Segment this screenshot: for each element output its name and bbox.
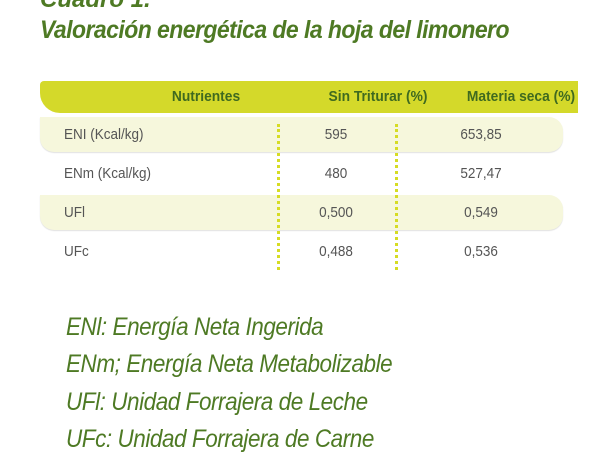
- table-row: ENI (Kcal/kg) 595 653,85: [40, 117, 563, 152]
- row-materia-seca: 0,536: [464, 243, 498, 260]
- row-nutrient: UFl: [64, 204, 85, 221]
- row-sin-triturar: 480: [324, 165, 348, 182]
- column-divider: [395, 124, 398, 270]
- legend-item: UFl: Unidad Forrajera de Leche: [66, 388, 368, 416]
- row-nutrient: ENI (Kcal/kg): [64, 126, 144, 143]
- header-nutrientes: Nutrientes: [171, 88, 241, 105]
- table-row: UFl 0,500 0,549: [40, 195, 563, 230]
- header-materia-seca: Materia seca (%): [466, 88, 576, 105]
- row-sin-triturar: 595: [324, 126, 348, 143]
- table-title: Valoración energética de la hoja del lim…: [40, 16, 510, 44]
- row-materia-seca: 527,47: [460, 165, 502, 182]
- row-nutrient: UFc: [64, 243, 89, 260]
- header-sin-triturar: Sin Triturar (%): [328, 88, 428, 105]
- table-row: UFc 0,488 0,536: [40, 234, 563, 269]
- row-nutrient: ENm (Kcal/kg): [64, 165, 152, 182]
- legend-item: UFc: Unidad Forrajera de Carne: [66, 425, 374, 453]
- column-divider: [277, 124, 280, 270]
- row-materia-seca: 0,549: [464, 204, 498, 221]
- table-row: ENm (Kcal/kg) 480 527,47: [40, 156, 563, 191]
- row-sin-triturar: 0,500: [319, 204, 353, 221]
- table-header: Nutrientes Sin Triturar (%) Materia seca…: [40, 81, 578, 113]
- row-sin-triturar: 0,488: [319, 243, 353, 260]
- legend-item: ENm; Energía Neta Metabolizable: [66, 350, 393, 378]
- legend-item: ENl: Energía Neta Ingerida: [66, 313, 324, 341]
- row-materia-seca: 653,85: [460, 126, 502, 143]
- table-caption-number: Cuadro 1.: [40, 0, 151, 14]
